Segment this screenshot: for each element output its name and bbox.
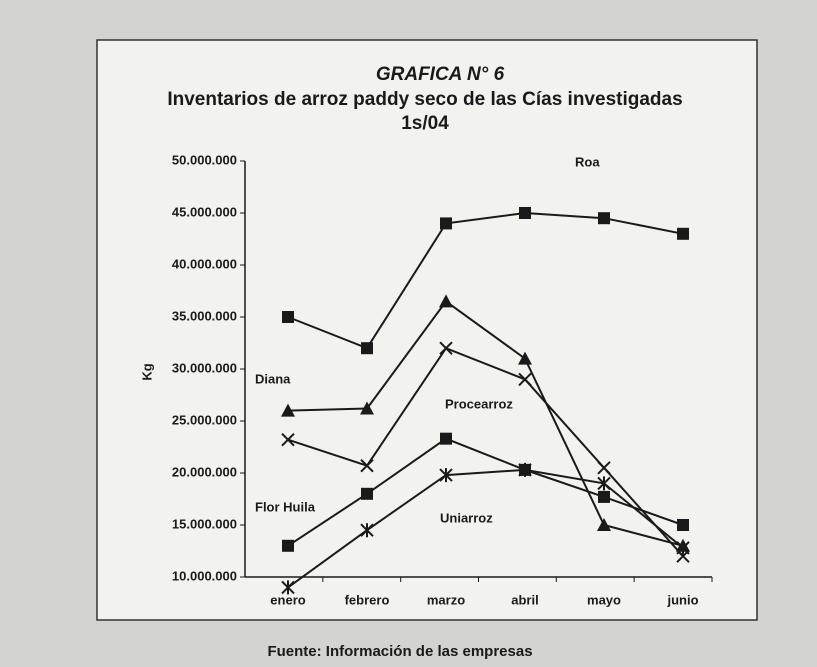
marker bbox=[598, 212, 610, 224]
y-tick-label: 40.000.000 bbox=[172, 256, 237, 271]
marker bbox=[519, 207, 531, 219]
x-tick-label: mayo bbox=[587, 592, 621, 607]
marker bbox=[361, 342, 373, 354]
x-tick-label: febrero bbox=[345, 592, 390, 607]
series-label: Procearroz bbox=[445, 396, 513, 411]
y-tick-label: 15.000.000 bbox=[172, 516, 237, 531]
source-note: Fuente: Información de las empresas bbox=[267, 643, 532, 660]
chart: GRAFICA N° 6 Inventarios de arroz paddy … bbox=[0, 0, 817, 667]
y-tick-label: 50.000.000 bbox=[172, 152, 237, 167]
chart-subtitle: Inventarios de arroz paddy seco de las C… bbox=[160, 88, 690, 136]
series-label: Roa bbox=[575, 154, 600, 169]
subtitle-box: Inventarios de arroz paddy seco de las C… bbox=[160, 88, 690, 144]
series-label: Flor Huila bbox=[255, 499, 316, 514]
marker bbox=[598, 491, 610, 503]
y-tick-label: 30.000.000 bbox=[172, 360, 237, 375]
chart-title: GRAFICA N° 6 bbox=[376, 64, 505, 85]
marker bbox=[282, 311, 294, 323]
y-tick-label: 45.000.000 bbox=[172, 204, 237, 219]
marker bbox=[677, 519, 689, 531]
x-tick-label: junio bbox=[666, 592, 698, 607]
y-axis-label: Kg bbox=[139, 363, 154, 380]
marker bbox=[361, 488, 373, 500]
marker bbox=[440, 217, 452, 229]
series-label: Uniarroz bbox=[440, 510, 493, 525]
y-tick-label: 10.000.000 bbox=[172, 568, 237, 583]
x-tick-label: marzo bbox=[427, 592, 465, 607]
y-tick-label: 35.000.000 bbox=[172, 308, 237, 323]
x-tick-label: abril bbox=[511, 592, 538, 607]
y-tick-label: 20.000.000 bbox=[172, 464, 237, 479]
x-tick-label: enero bbox=[270, 592, 305, 607]
series-label: Diana bbox=[255, 371, 291, 386]
marker bbox=[282, 540, 294, 552]
marker bbox=[677, 228, 689, 240]
marker bbox=[440, 433, 452, 445]
y-tick-label: 25.000.000 bbox=[172, 412, 237, 427]
